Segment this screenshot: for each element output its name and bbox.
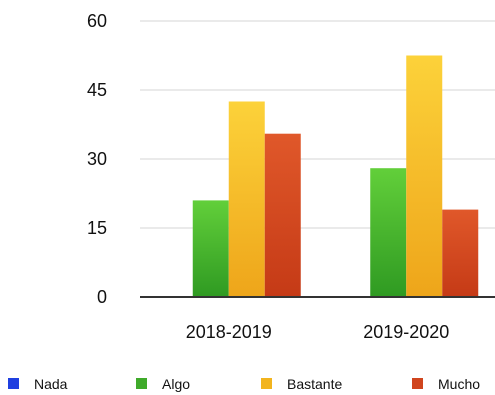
legend-label-algo: Algo <box>162 376 190 392</box>
bar-bastante-2019-2020 <box>406 55 443 297</box>
legend-swatch-mucho <box>412 378 423 389</box>
bar-bastante-2018-2019 <box>228 101 265 297</box>
bar-algo-2019-2020 <box>370 168 407 297</box>
bars <box>192 55 479 297</box>
bar-algo-2018-2019 <box>192 200 229 297</box>
legend-swatch-algo <box>136 378 147 389</box>
legend: Nada Algo Bastante Mucho <box>8 376 480 392</box>
y-tick-label: 0 <box>97 287 107 307</box>
y-tick-label: 15 <box>87 218 107 238</box>
x-axis: 2018-2019 2019-2020 <box>186 322 450 342</box>
y-tick-label: 30 <box>87 149 107 169</box>
legend-label-nada: Nada <box>34 376 68 392</box>
legend-swatch-bastante <box>261 378 272 389</box>
legend-label-mucho: Mucho <box>438 376 480 392</box>
bar-mucho-2018-2019 <box>264 133 301 297</box>
x-tick-label: 2019-2020 <box>363 322 449 342</box>
bar-mucho-2019-2020 <box>442 209 479 297</box>
y-axis: 0 15 30 45 60 <box>87 11 107 307</box>
legend-swatch-nada <box>8 378 19 389</box>
x-tick-label: 2018-2019 <box>186 322 272 342</box>
y-tick-label: 45 <box>87 80 107 100</box>
y-tick-label: 60 <box>87 11 107 31</box>
legend-label-bastante: Bastante <box>287 376 342 392</box>
